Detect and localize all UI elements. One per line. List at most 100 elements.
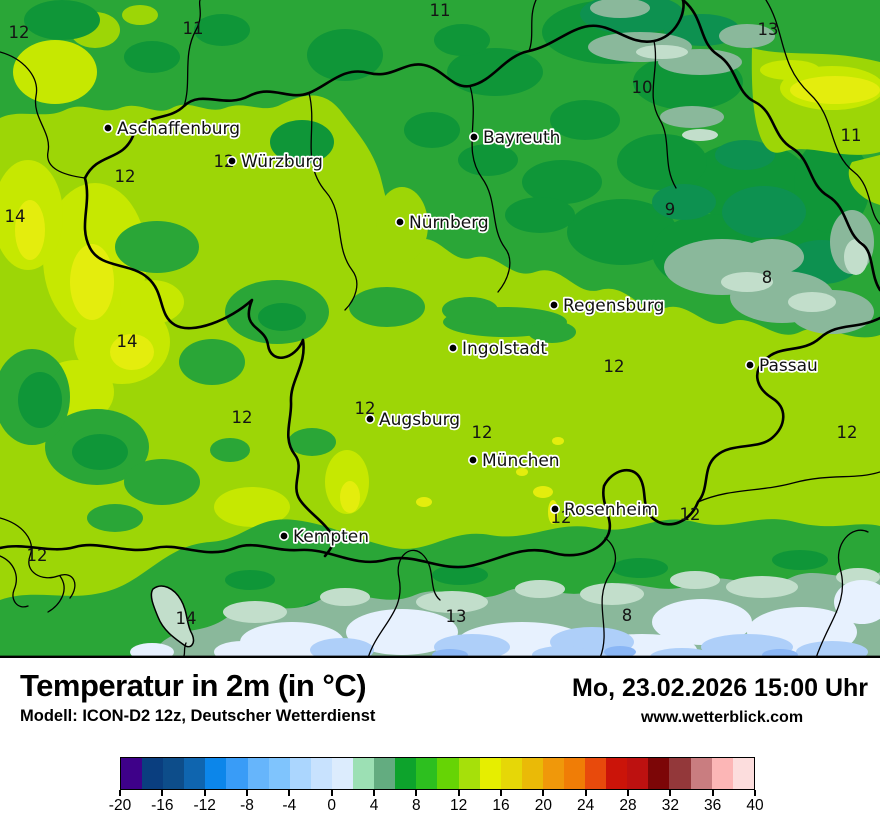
lake-constance — [150, 585, 195, 648]
city-marker-passau: Passau — [744, 354, 820, 378]
colorbar-segment — [289, 758, 311, 789]
city-label: Augsburg — [379, 410, 460, 430]
temp-label: 12 — [837, 423, 858, 442]
border-west — [83, 176, 335, 558]
colorbar-segment — [184, 758, 206, 789]
colorbar-segment — [121, 758, 143, 789]
colorbar-tick-label: 24 — [577, 797, 595, 814]
colorbar-tick-label: 16 — [492, 797, 510, 814]
temp-label: 11 — [430, 1, 451, 20]
temperature-colorbar — [120, 757, 755, 790]
city-marker-bayreuth: Bayreuth — [468, 126, 562, 150]
colorbar-tick — [246, 790, 248, 796]
colorbar-tick — [330, 790, 333, 796]
temperature-map: 12 11 11 13 10 11 9 8 14 12 12 14 12 12 12 12 12 12 12 13 8 1… — [0, 0, 880, 666]
city-dot — [467, 454, 478, 465]
colorbar-tick — [500, 790, 502, 796]
colorbar-segment — [374, 758, 396, 789]
colorbar-segment — [690, 758, 712, 789]
temp-label: 10 — [632, 78, 653, 97]
city-marker-kempten: Kempten — [278, 525, 371, 549]
temp-label: 12 — [680, 505, 701, 524]
map-patch — [122, 5, 158, 25]
colorbar-segment — [247, 758, 269, 789]
map-patch — [760, 60, 820, 80]
colorbar-segment — [648, 758, 670, 789]
temp-label: 8 — [622, 606, 633, 625]
city-dot — [447, 342, 458, 353]
model-label: Modell: ICON-D2 12z, Deutscher Wetterdie… — [20, 707, 376, 725]
colorbar-tick-label: 40 — [746, 797, 764, 814]
colorbar-tick — [542, 790, 545, 796]
temp-label: 14 — [176, 609, 197, 628]
colorbar-segment — [142, 758, 164, 789]
city-label: Bayreuth — [483, 128, 560, 148]
colorbar-segment — [627, 758, 649, 789]
city-label: Kempten — [293, 527, 369, 547]
colorbar-segment — [416, 758, 438, 789]
datetime-label: Mo, 23.02.2026 15:00 Uhr — [572, 674, 868, 702]
colorbar-segment — [500, 758, 522, 789]
city-marker-regensburg: Regensburg — [548, 294, 666, 318]
border-north — [83, 0, 685, 180]
temp-label: 12 — [214, 152, 235, 171]
map-plain-dark-patches — [18, 303, 306, 470]
border-south — [0, 316, 880, 569]
map-alps-mint — [223, 568, 880, 623]
temp-label: 11 — [841, 126, 862, 145]
colorbar-segment — [669, 758, 691, 789]
temp-label: 13 — [758, 20, 779, 39]
colorbar-tick — [627, 790, 629, 796]
colorbar-tick — [669, 790, 672, 796]
colorbar-segment — [331, 758, 354, 789]
map-patch — [790, 76, 880, 104]
colorbar-tick-label: 36 — [704, 797, 722, 814]
city-label: Aschaffenburg — [117, 119, 240, 139]
colorbar-tick-label: 0 — [327, 797, 336, 814]
colorbar-tick — [754, 790, 756, 796]
city-label: Regensburg — [563, 296, 664, 316]
colorbar-segment — [732, 758, 754, 789]
city-dot — [364, 413, 375, 424]
city-marker-mnchen: München — [467, 449, 561, 473]
temp-label: 12 — [355, 399, 376, 418]
temp-label: 11 — [183, 19, 204, 38]
colorbar-tick — [203, 790, 206, 796]
temp-label: 12 — [9, 23, 30, 42]
temp-label: 12 — [472, 423, 493, 442]
colorbar-tick-label: 8 — [412, 797, 421, 814]
colorbar-segment — [542, 758, 564, 789]
colorbar-tick — [373, 790, 375, 796]
colorbar-tick-label: -20 — [108, 797, 132, 814]
colorbar-tick-label: 28 — [619, 797, 637, 814]
colorbar-segment — [437, 758, 459, 789]
colorbar-tick-label: 20 — [534, 797, 552, 814]
city-marker-augsburg: Augsburg — [364, 408, 462, 432]
colorbar-tick-label: -4 — [282, 797, 297, 814]
colorbar-tick-label: -8 — [240, 797, 254, 814]
city-marker-nrnberg: Nürnberg — [394, 211, 490, 235]
city-label: Nürnberg — [409, 213, 489, 233]
map-patch — [848, 155, 880, 205]
colorbar-tick-label: -16 — [151, 797, 174, 814]
colorbar-tick — [584, 790, 587, 796]
city-label: Rosenheim — [564, 500, 658, 520]
temp-label: 12 — [232, 408, 253, 427]
page-title: Temperatur in 2m (in °C) — [20, 668, 367, 703]
colorbar-segment — [163, 758, 185, 789]
city-marker-rosenheim: Rosenheim — [549, 498, 660, 522]
city-dot — [394, 217, 405, 228]
temp-label: 12 — [115, 167, 136, 186]
temp-label: 8 — [762, 268, 773, 287]
city-dot — [227, 156, 238, 167]
city-dot — [468, 132, 479, 143]
website-label: www.wetterblick.com — [640, 709, 804, 726]
district-borders — [0, 0, 880, 659]
colorbar-segment — [458, 758, 480, 789]
city-dot — [549, 503, 560, 514]
colorbar-segment — [606, 758, 628, 789]
colorbar-segment — [585, 758, 607, 789]
temp-label: 12 — [604, 357, 625, 376]
colorbar-segment — [521, 758, 543, 789]
